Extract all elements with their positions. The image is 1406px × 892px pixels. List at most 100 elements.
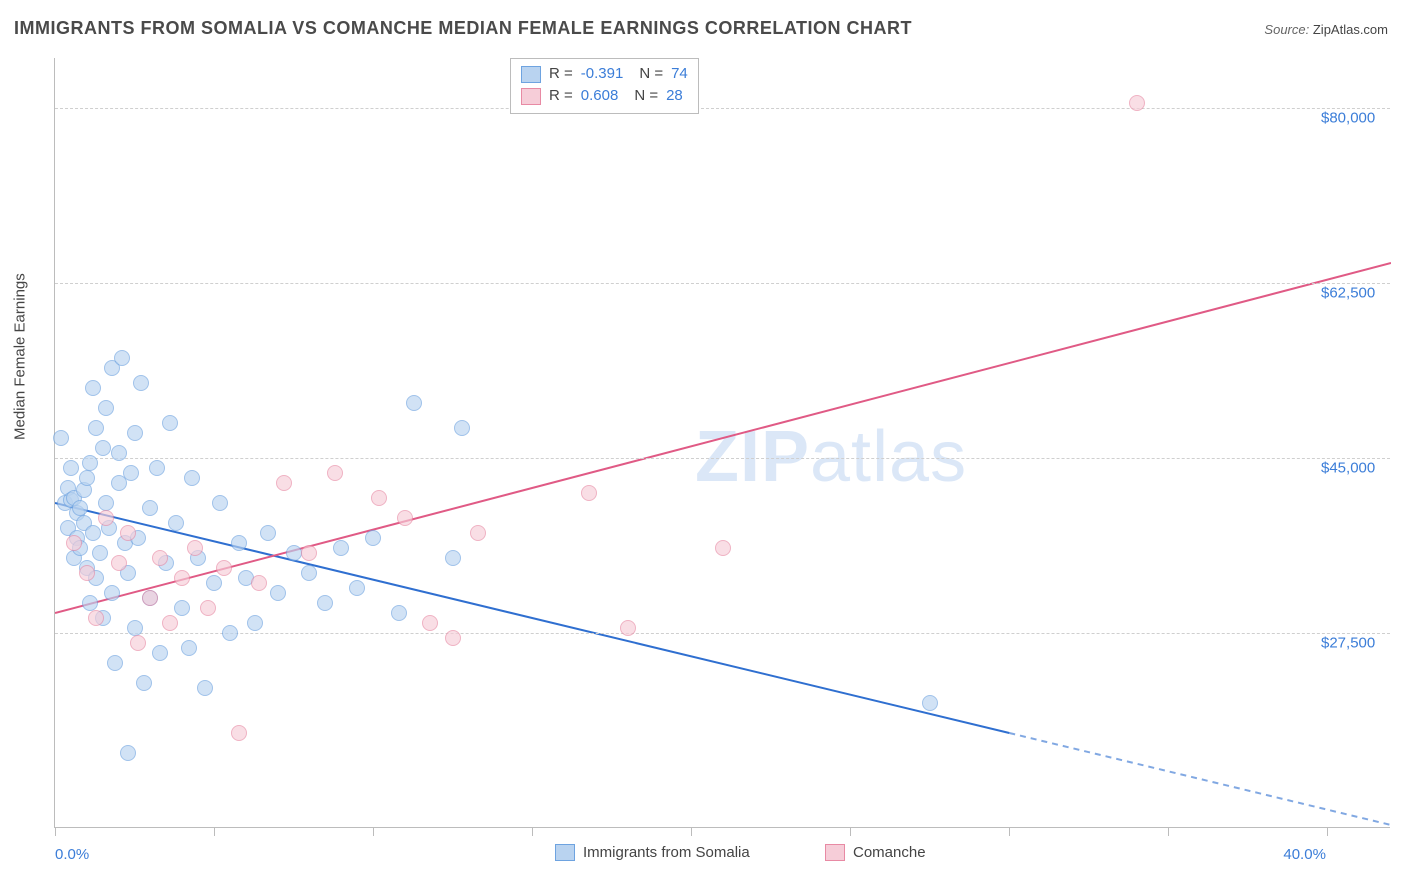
scatter-point bbox=[92, 545, 108, 561]
scatter-point bbox=[200, 600, 216, 616]
source-attribution: Source: ZipAtlas.com bbox=[1264, 22, 1388, 37]
scatter-point bbox=[174, 570, 190, 586]
x-tick bbox=[1327, 828, 1328, 836]
scatter-point bbox=[247, 615, 263, 631]
scatter-point bbox=[95, 440, 111, 456]
stat-n-value: 28 bbox=[666, 85, 683, 107]
scatter-point bbox=[276, 475, 292, 491]
scatter-point bbox=[72, 500, 88, 516]
scatter-point bbox=[98, 400, 114, 416]
scatter-point bbox=[286, 545, 302, 561]
y-tick-label: $45,000 bbox=[1321, 460, 1375, 477]
scatter-point bbox=[206, 575, 222, 591]
scatter-point bbox=[82, 595, 98, 611]
regression-line bbox=[55, 263, 1391, 613]
scatter-point bbox=[391, 605, 407, 621]
scatter-point bbox=[123, 465, 139, 481]
stats-box: R = -0.391 N = 74R = 0.608 N = 28 bbox=[510, 58, 699, 114]
scatter-point bbox=[88, 420, 104, 436]
x-tick bbox=[1168, 828, 1169, 836]
source-value: ZipAtlas.com bbox=[1313, 22, 1388, 37]
plot-area: ZIPatlas $27,500$45,000$62,500$80,0000.0… bbox=[54, 58, 1390, 828]
scatter-point bbox=[111, 555, 127, 571]
scatter-point bbox=[85, 525, 101, 541]
scatter-point bbox=[184, 470, 200, 486]
stat-r-value: -0.391 bbox=[581, 63, 624, 85]
legend-label: Immigrants from Somalia bbox=[583, 844, 750, 861]
stat-n-value: 74 bbox=[671, 63, 688, 85]
scatter-point bbox=[85, 380, 101, 396]
scatter-point bbox=[88, 610, 104, 626]
legend-swatch bbox=[521, 88, 541, 105]
scatter-point bbox=[98, 495, 114, 511]
y-tick-label: $27,500 bbox=[1321, 635, 1375, 652]
chart-container: IMMIGRANTS FROM SOMALIA VS COMANCHE MEDI… bbox=[0, 0, 1406, 892]
scatter-point bbox=[715, 540, 731, 556]
scatter-point bbox=[111, 445, 127, 461]
scatter-point bbox=[82, 455, 98, 471]
scatter-point bbox=[66, 535, 82, 551]
scatter-point bbox=[120, 525, 136, 541]
scatter-point bbox=[152, 645, 168, 661]
scatter-point bbox=[445, 550, 461, 566]
scatter-point bbox=[114, 350, 130, 366]
scatter-point bbox=[107, 655, 123, 671]
scatter-point bbox=[174, 600, 190, 616]
scatter-point bbox=[333, 540, 349, 556]
scatter-point bbox=[470, 525, 486, 541]
scatter-point bbox=[127, 620, 143, 636]
regression-line-dashed bbox=[1009, 733, 1391, 825]
scatter-point bbox=[104, 585, 120, 601]
stat-r-label: R = bbox=[549, 85, 573, 107]
scatter-point bbox=[397, 510, 413, 526]
scatter-point bbox=[127, 425, 143, 441]
scatter-point bbox=[79, 565, 95, 581]
scatter-point bbox=[142, 500, 158, 516]
scatter-point bbox=[222, 625, 238, 641]
scatter-point bbox=[406, 395, 422, 411]
scatter-point bbox=[231, 725, 247, 741]
scatter-point bbox=[168, 515, 184, 531]
scatter-point bbox=[162, 415, 178, 431]
y-tick-label: $80,000 bbox=[1321, 110, 1375, 127]
regression-line bbox=[55, 503, 1009, 733]
scatter-point bbox=[79, 470, 95, 486]
stats-row: R = 0.608 N = 28 bbox=[521, 85, 688, 107]
watermark: ZIPatlas bbox=[695, 416, 967, 498]
x-tick bbox=[55, 828, 56, 836]
scatter-point bbox=[260, 525, 276, 541]
scatter-point bbox=[187, 540, 203, 556]
regression-lines-layer bbox=[55, 58, 1391, 828]
x-tick bbox=[214, 828, 215, 836]
x-tick-label: 40.0% bbox=[1283, 846, 1326, 863]
stat-n-label: N = bbox=[639, 63, 663, 85]
scatter-point bbox=[142, 590, 158, 606]
source-label: Source: bbox=[1264, 22, 1309, 37]
scatter-point bbox=[581, 485, 597, 501]
scatter-point bbox=[197, 680, 213, 696]
scatter-point bbox=[136, 675, 152, 691]
y-axis-title: Median Female Earnings bbox=[12, 273, 29, 440]
scatter-point bbox=[371, 490, 387, 506]
legend-swatch bbox=[825, 844, 845, 861]
scatter-point bbox=[63, 460, 79, 476]
x-tick bbox=[373, 828, 374, 836]
legend-swatch bbox=[555, 844, 575, 861]
scatter-point bbox=[130, 635, 146, 651]
scatter-point bbox=[349, 580, 365, 596]
stat-n-label: N = bbox=[634, 85, 658, 107]
scatter-point bbox=[301, 565, 317, 581]
x-tick bbox=[850, 828, 851, 836]
x-tick bbox=[1009, 828, 1010, 836]
gridline bbox=[55, 458, 1390, 459]
scatter-point bbox=[149, 460, 165, 476]
chart-title: IMMIGRANTS FROM SOMALIA VS COMANCHE MEDI… bbox=[14, 18, 912, 39]
gridline bbox=[55, 108, 1390, 109]
scatter-point bbox=[317, 595, 333, 611]
stat-r-value: 0.608 bbox=[581, 85, 619, 107]
scatter-point bbox=[98, 510, 114, 526]
legend-label: Comanche bbox=[853, 844, 926, 861]
scatter-point bbox=[251, 575, 267, 591]
scatter-point bbox=[1129, 95, 1145, 111]
watermark-light: atlas bbox=[810, 417, 967, 497]
